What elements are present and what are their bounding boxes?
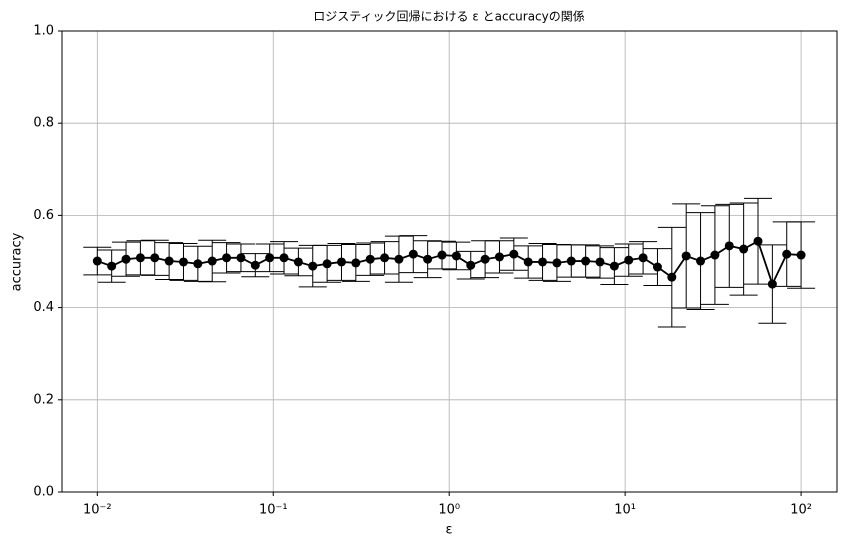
x-tick-label: 10¹ bbox=[614, 503, 636, 518]
point bbox=[437, 250, 447, 260]
point bbox=[652, 262, 662, 272]
x-tick-label: 10⁻¹ bbox=[259, 503, 288, 518]
point bbox=[92, 256, 102, 266]
point bbox=[753, 236, 763, 246]
y-tick-label: 0.2 bbox=[33, 392, 54, 407]
point bbox=[581, 256, 591, 266]
point bbox=[767, 279, 777, 289]
point bbox=[624, 255, 634, 265]
point bbox=[523, 257, 533, 267]
point bbox=[710, 250, 720, 260]
point bbox=[107, 261, 117, 271]
x-tick-label: 10⁰ bbox=[438, 503, 460, 518]
point bbox=[796, 250, 806, 260]
point bbox=[566, 256, 576, 266]
point bbox=[595, 257, 605, 267]
point bbox=[394, 254, 404, 264]
point bbox=[538, 257, 548, 267]
point bbox=[380, 253, 390, 263]
y-axis-label: accuracy bbox=[10, 232, 25, 291]
point bbox=[696, 256, 706, 266]
point bbox=[451, 251, 461, 261]
point bbox=[509, 249, 519, 259]
y-tick-label: 0.4 bbox=[33, 300, 54, 315]
point bbox=[480, 254, 490, 264]
y-tick-label: 0.8 bbox=[33, 116, 54, 131]
point bbox=[739, 244, 749, 254]
y-tick-label: 0.0 bbox=[33, 485, 54, 500]
y-tick-label: 1.0 bbox=[33, 24, 54, 39]
point bbox=[423, 254, 433, 264]
point bbox=[178, 257, 188, 267]
point bbox=[609, 261, 619, 271]
point bbox=[667, 272, 677, 282]
x-axis-label: ε bbox=[445, 523, 452, 538]
point bbox=[222, 253, 232, 263]
chart-title: ロジスティック回帰における ε とaccuracyの関係 bbox=[313, 10, 585, 24]
point bbox=[293, 257, 303, 267]
point bbox=[681, 251, 691, 261]
x-tick-label: 10² bbox=[790, 503, 812, 518]
point bbox=[279, 253, 289, 263]
point bbox=[265, 253, 275, 263]
plot-frame bbox=[61, 30, 838, 493]
point bbox=[351, 258, 361, 268]
point bbox=[236, 253, 246, 263]
point bbox=[494, 252, 504, 262]
point bbox=[552, 258, 562, 268]
point bbox=[150, 253, 160, 263]
point bbox=[207, 256, 217, 266]
point bbox=[466, 260, 476, 270]
point bbox=[365, 254, 375, 264]
point bbox=[322, 259, 332, 269]
point bbox=[135, 253, 145, 263]
point bbox=[193, 259, 203, 269]
point bbox=[164, 256, 174, 266]
y-tick-label: 0.6 bbox=[33, 208, 54, 223]
point bbox=[408, 249, 418, 259]
point bbox=[308, 261, 318, 271]
point bbox=[121, 254, 131, 264]
x-tick-label: 10⁻² bbox=[83, 503, 112, 518]
point bbox=[782, 249, 792, 259]
point bbox=[724, 241, 734, 251]
point bbox=[638, 253, 648, 263]
point bbox=[250, 260, 260, 270]
point bbox=[336, 257, 346, 267]
